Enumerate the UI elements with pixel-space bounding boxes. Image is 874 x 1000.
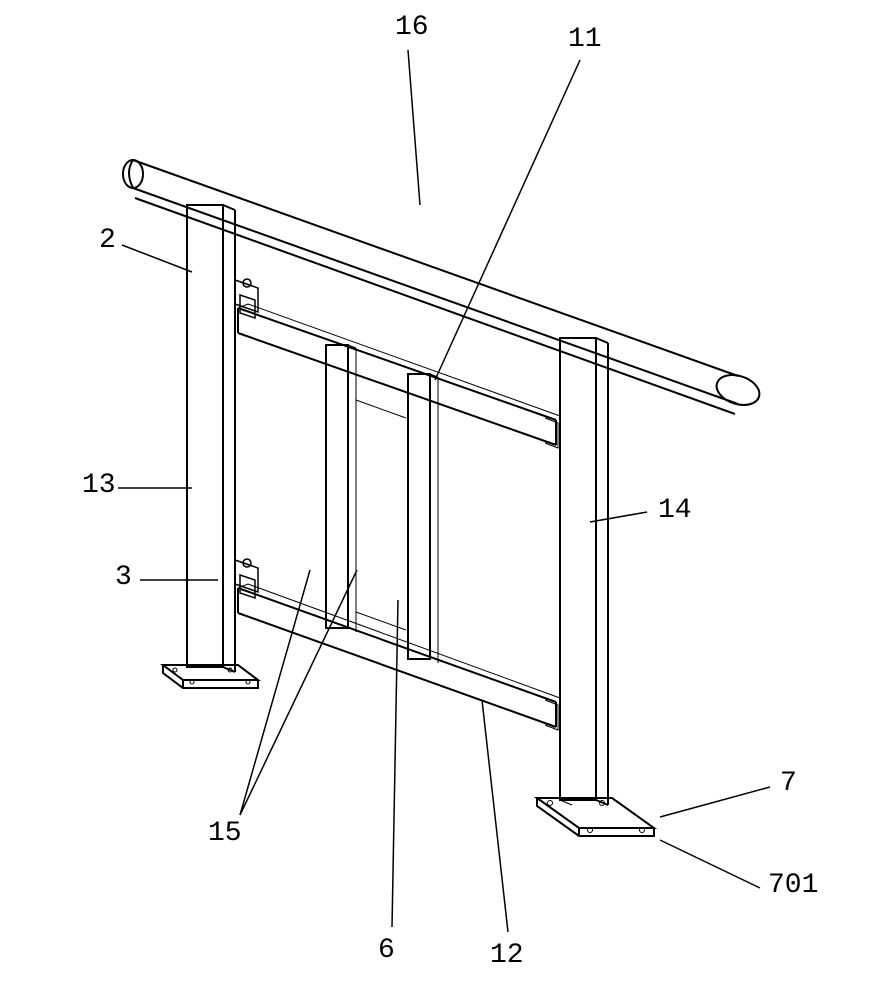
label-701: 701 [768, 870, 818, 901]
label-11: 11 [568, 24, 602, 55]
label-12: 12 [490, 940, 524, 971]
right-baseplate-7 [537, 798, 654, 836]
label-13: 13 [82, 470, 116, 501]
picket-left-15 [326, 345, 356, 632]
label-7: 7 [780, 768, 797, 799]
handrail-16 [123, 160, 763, 414]
label-3: 3 [115, 562, 132, 593]
upper-crossbar-11 [238, 304, 560, 445]
label-6: 6 [378, 935, 395, 966]
panel-6 [356, 400, 406, 630]
leader-lines [118, 50, 770, 932]
label-16: 16 [395, 12, 429, 43]
left-post-13 [187, 205, 235, 672]
label-15: 15 [208, 818, 242, 849]
picket-right-15 [408, 374, 438, 663]
railing-svg [0, 0, 874, 1000]
railing-diagram: 16 11 2 13 3 14 7 701 15 6 12 [0, 0, 874, 1000]
left-baseplate [163, 665, 258, 688]
right-post-14 [560, 338, 608, 805]
label-2: 2 [99, 225, 116, 256]
label-14: 14 [658, 495, 692, 526]
